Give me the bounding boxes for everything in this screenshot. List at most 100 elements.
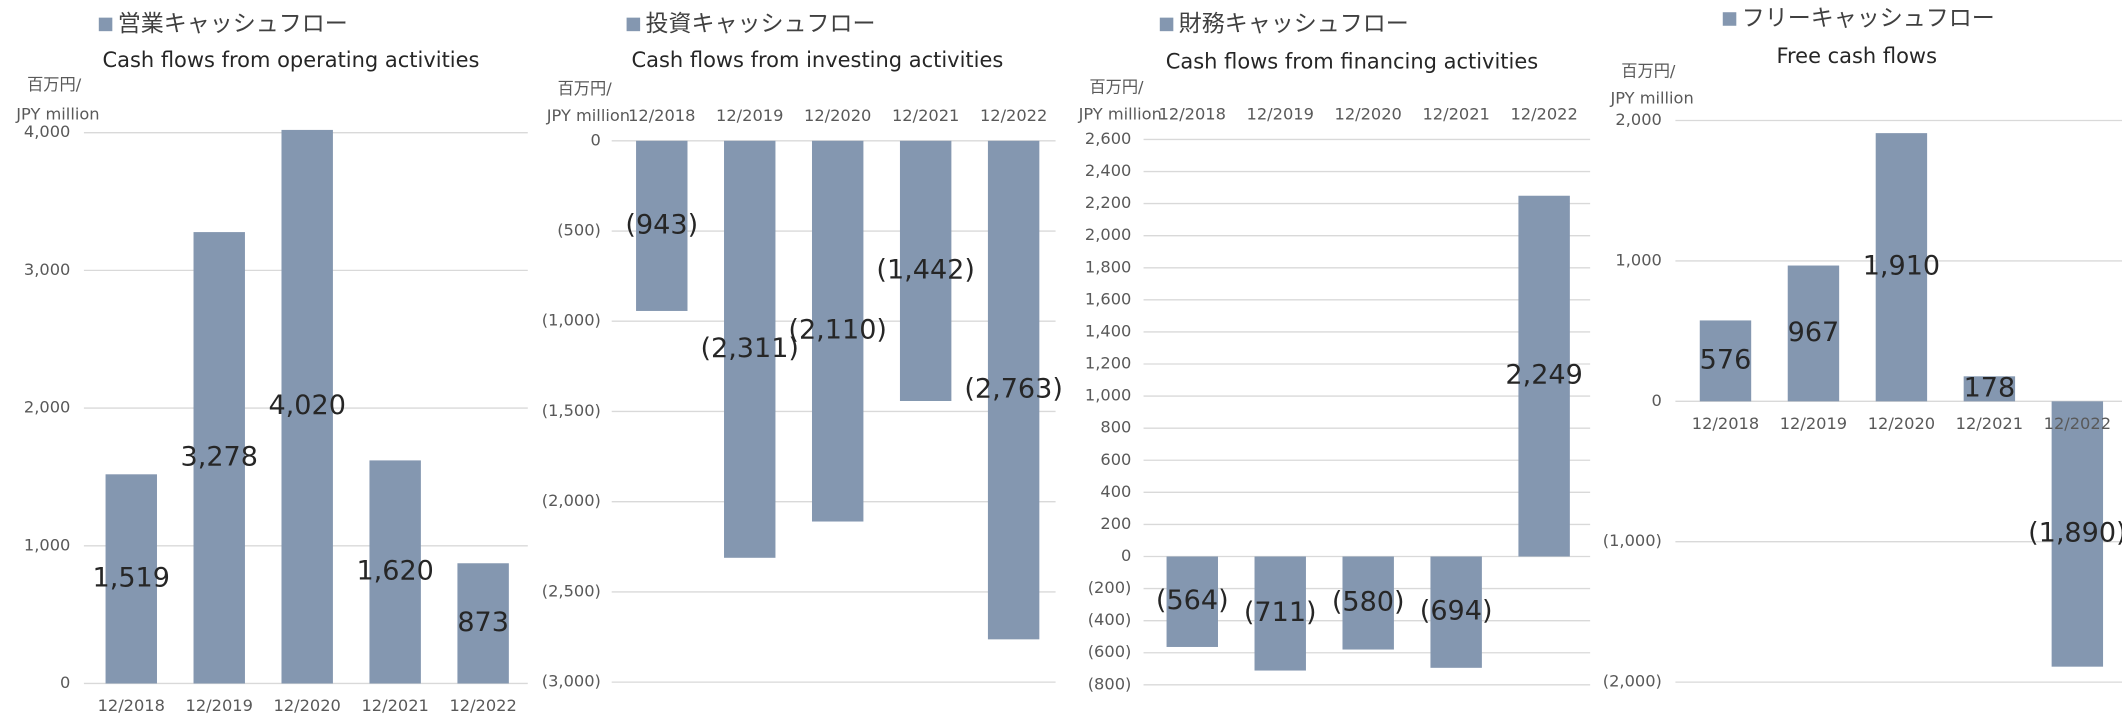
y-tick-label: (1,500) [542, 401, 601, 420]
y-tick-label: 0 [60, 673, 70, 692]
unit-label-en: JPY million [15, 105, 99, 124]
bar [193, 232, 245, 684]
unit-label: 百万円/ [1089, 78, 1144, 97]
y-tick-label: 1,000 [1615, 250, 1661, 269]
bar [1166, 556, 1218, 647]
bar [369, 460, 421, 684]
y-tick-label: (3,000) [542, 672, 601, 691]
bar [1254, 556, 1306, 671]
data-label: (1,890) [2028, 517, 2122, 548]
y-tick-label: 2,600 [1085, 129, 1131, 148]
data-label: 1,620 [356, 555, 433, 586]
bar [2051, 401, 2104, 667]
bar [281, 129, 333, 684]
bar [1787, 265, 1840, 402]
data-label: 178 [1964, 372, 2016, 403]
unit-label-en: JPY million [546, 106, 630, 125]
y-tick-label: 400 [1100, 482, 1131, 501]
unit-label: 百万円/ [558, 79, 613, 98]
x-tick-label: 12/2022 [449, 696, 516, 715]
x-tick-label: 12/2019 [1247, 105, 1314, 124]
y-tick-label: 1,400 [1085, 321, 1131, 340]
data-label: 1,910 [1863, 251, 1940, 282]
data-label: (2,763) [964, 374, 1063, 405]
bar [899, 140, 952, 401]
y-tick-label: 2,000 [1615, 110, 1661, 129]
y-tick-label: (2,000) [542, 491, 601, 510]
bar [457, 563, 509, 684]
x-tick-label: 12/2018 [98, 696, 165, 715]
legend-label: 投資キャッシュフロー [646, 11, 876, 37]
data-label: (943) [625, 209, 698, 240]
data-label: 4,020 [268, 390, 345, 421]
y-tick-label: 0 [1121, 546, 1131, 565]
y-tick-label: 2,400 [1085, 161, 1131, 180]
chart-subtitle: Cash flows from financing activities [1166, 49, 1538, 73]
y-tick-label: (2,500) [542, 581, 601, 600]
unit-label-en: JPY million [1609, 88, 1693, 107]
legend-swatch [626, 17, 641, 32]
bar [636, 140, 688, 311]
y-tick-label: 200 [1100, 514, 1131, 533]
unit-label-en: JPY million [1078, 105, 1162, 124]
bar [811, 140, 864, 522]
x-tick-label: 12/2021 [892, 106, 959, 125]
data-label: 3,278 [181, 441, 258, 472]
y-tick-label: (400) [1088, 610, 1132, 629]
y-tick-label: (800) [1088, 674, 1132, 693]
x-tick-label: 12/2020 [1868, 414, 1935, 433]
x-tick-label: 12/2021 [1956, 414, 2023, 433]
y-tick-label: 2,200 [1085, 193, 1131, 212]
chart-subtitle: Cash flows from investing activities [631, 48, 1003, 72]
legend-swatch [1159, 17, 1174, 32]
bar [1963, 376, 2016, 402]
unit-label: 百万円/ [1621, 61, 1676, 80]
y-tick-label: 4,000 [24, 122, 70, 141]
legend-label: フリーキャッシュフロー [1742, 5, 1995, 31]
y-tick-label: 1,600 [1085, 289, 1131, 308]
x-tick-label: 12/2020 [804, 106, 871, 125]
data-label: 2,249 [1505, 360, 1582, 391]
y-tick-label: (500) [557, 221, 601, 240]
x-tick-label: 12/2022 [1510, 105, 1577, 124]
data-label: (580) [1332, 587, 1405, 618]
chart-subtitle: Cash flows from operating activities [102, 48, 479, 72]
x-tick-label: 12/2019 [1780, 414, 1847, 433]
y-tick-label: 1,000 [24, 535, 70, 554]
y-tick-label: 1,000 [1085, 386, 1131, 405]
bar [1342, 556, 1394, 650]
data-label: (2,311) [700, 333, 799, 364]
x-tick-label: 12/2019 [716, 106, 783, 125]
data-label: (2,110) [788, 315, 887, 346]
data-label: 967 [1788, 317, 1840, 348]
legend-label: 営業キャッシュフロー [118, 11, 348, 37]
data-label: (711) [1244, 597, 1317, 628]
y-tick-label: 3,000 [24, 260, 70, 279]
bar [1518, 195, 1570, 557]
y-tick-label: 0 [1652, 391, 1662, 410]
x-tick-label: 12/2018 [628, 106, 695, 125]
data-label: 1,519 [93, 562, 170, 593]
x-tick-label: 12/2018 [1692, 414, 1759, 433]
y-tick-label: 0 [591, 130, 601, 149]
y-tick-label: 2,000 [1085, 225, 1131, 244]
data-label: (694) [1420, 596, 1493, 627]
x-tick-label: 12/2020 [1335, 105, 1402, 124]
data-label: 576 [1700, 344, 1752, 375]
x-tick-label: 12/2022 [2044, 414, 2111, 433]
bar [1699, 320, 1752, 402]
bar [987, 140, 1040, 640]
x-tick-label: 12/2019 [186, 696, 253, 715]
y-tick-label: 1,800 [1085, 257, 1131, 276]
y-tick-label: 600 [1100, 450, 1131, 469]
data-label: (564) [1156, 585, 1229, 616]
x-tick-label: 12/2018 [1159, 105, 1226, 124]
data-label: 873 [457, 607, 509, 638]
x-tick-label: 12/2021 [1422, 105, 1489, 124]
y-tick-label: (200) [1088, 578, 1132, 597]
x-tick-label: 12/2022 [980, 106, 1047, 125]
x-tick-label: 12/2021 [361, 696, 428, 715]
chart-subtitle: Free cash flows [1776, 44, 1937, 68]
